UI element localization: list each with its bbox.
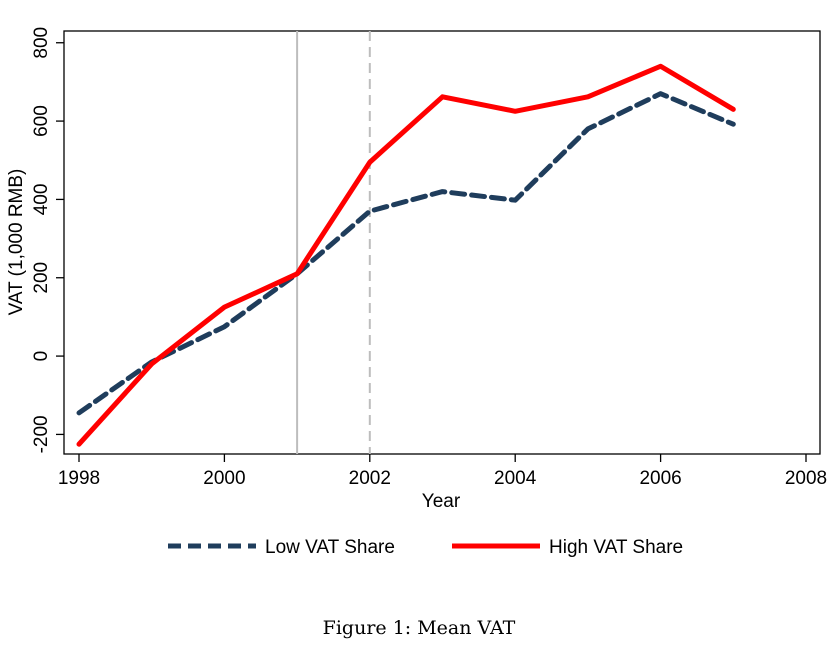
legend-label-0: Low VAT Share — [265, 537, 395, 558]
y-tick-label-2: 200 — [31, 262, 52, 294]
y-axis-title: VAT (1,000 RMB) — [6, 169, 27, 316]
x-tick-label-5: 2008 — [785, 468, 827, 489]
series-layer — [76, 63, 736, 447]
y-tick-label-5: 800 — [31, 27, 52, 59]
x-tick-label-1: 2000 — [203, 468, 245, 489]
x-axis-title: Year — [422, 491, 461, 512]
x-axis: 1998 2000 2002 2004 2006 2008 — [58, 454, 827, 489]
x-tick-label-2: 2002 — [349, 468, 391, 489]
y-tick-label-3: 400 — [31, 184, 52, 216]
y-axis: -200 0 200 400 600 800 — [31, 27, 64, 453]
series-line-1 — [76, 63, 736, 447]
y-tick-label-1: 0 — [31, 351, 52, 362]
plot-frame — [63, 30, 821, 455]
y-tick-label-0: -200 — [31, 415, 52, 453]
x-tick-label-3: 2004 — [494, 468, 537, 489]
series-line-0 — [76, 91, 736, 416]
y-tick-label-4: 600 — [31, 105, 52, 137]
legend-label-1: High VAT Share — [549, 537, 683, 558]
chart: 1998 2000 2002 2004 2006 2008 -200 0 200 400 600 8… — [6, 27, 827, 558]
x-tick-label-0: 1998 — [58, 468, 100, 489]
legend: Low VAT Share High VAT Share — [168, 537, 683, 558]
x-tick-label-4: 2006 — [639, 468, 681, 489]
reference-lines — [296, 31, 371, 454]
figure-caption: Figure 1: Mean VAT — [322, 617, 516, 639]
